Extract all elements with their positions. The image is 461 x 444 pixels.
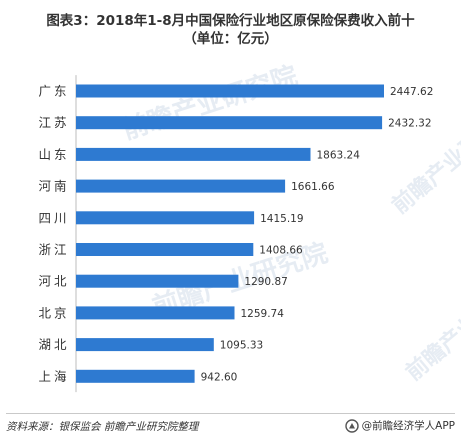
chart-title: 图表3：2018年1-8月中国保险行业地区原保险保费收入前十 （单位：亿元） bbox=[0, 12, 461, 48]
plot-area: 广东 2447.62 江苏 2432.32 山东 1863.24 河南 1661.66 四川 14… bbox=[38, 75, 433, 393]
value-label: 1661.66 bbox=[291, 181, 335, 193]
bar bbox=[76, 116, 383, 130]
value-label: 1408.66 bbox=[259, 245, 303, 257]
value-label: 1095.33 bbox=[220, 340, 263, 352]
value-label: 1415.19 bbox=[260, 213, 303, 225]
bar bbox=[76, 147, 311, 161]
category-label: 四川 bbox=[38, 210, 69, 225]
chart-title-line2: （单位：亿元） bbox=[183, 31, 278, 47]
value-label: 2432.32 bbox=[388, 118, 431, 130]
watermark-text: 前瞻产业研究院 bbox=[118, 60, 301, 146]
qianzhan-logo-icon bbox=[344, 418, 359, 433]
value-label: 1290.87 bbox=[244, 276, 287, 288]
footer-divider bbox=[6, 413, 455, 414]
brand-credit: @前瞻经济学人APP bbox=[344, 418, 455, 433]
chart-title-line1: 图表3：2018年1-8月中国保险行业地区原保险保费收入前十 bbox=[46, 13, 415, 29]
category-label: 广东 bbox=[38, 84, 69, 99]
bar bbox=[76, 274, 239, 288]
category-label: 浙江 bbox=[38, 242, 69, 257]
source-note: 资料来源：银保监会 前瞻产业研究院整理 bbox=[6, 421, 199, 433]
category-label: 江苏 bbox=[38, 115, 69, 130]
category-label: 北京 bbox=[38, 305, 69, 320]
bar-chart: 前瞻产业研究院 前瞻产业研究院 前瞻产业研究院 前瞻产业研究院 广东 2447.6… bbox=[38, 60, 461, 393]
bar bbox=[76, 369, 195, 383]
value-label: 942.60 bbox=[201, 371, 238, 383]
category-label: 山东 bbox=[38, 147, 69, 162]
category-label: 河南 bbox=[38, 179, 69, 194]
bar bbox=[76, 306, 235, 320]
watermark-text: 前瞻产业研究院 bbox=[401, 267, 461, 386]
category-label: 湖北 bbox=[38, 337, 69, 352]
bar bbox=[76, 243, 254, 256]
value-label: 1863.24 bbox=[317, 149, 361, 161]
footer: 资料来源：银保监会 前瞻产业研究院整理 @前瞻经济学人APP bbox=[0, 410, 461, 444]
bar bbox=[76, 179, 286, 193]
bar bbox=[76, 211, 255, 225]
brand-text: @前瞻经济学人APP bbox=[361, 420, 455, 432]
bar bbox=[76, 84, 384, 98]
bar bbox=[76, 338, 214, 352]
category-label: 上海 bbox=[38, 369, 69, 384]
value-label: 2447.62 bbox=[390, 86, 433, 98]
value-label: 1259.74 bbox=[241, 308, 285, 320]
category-label: 河北 bbox=[38, 274, 69, 289]
